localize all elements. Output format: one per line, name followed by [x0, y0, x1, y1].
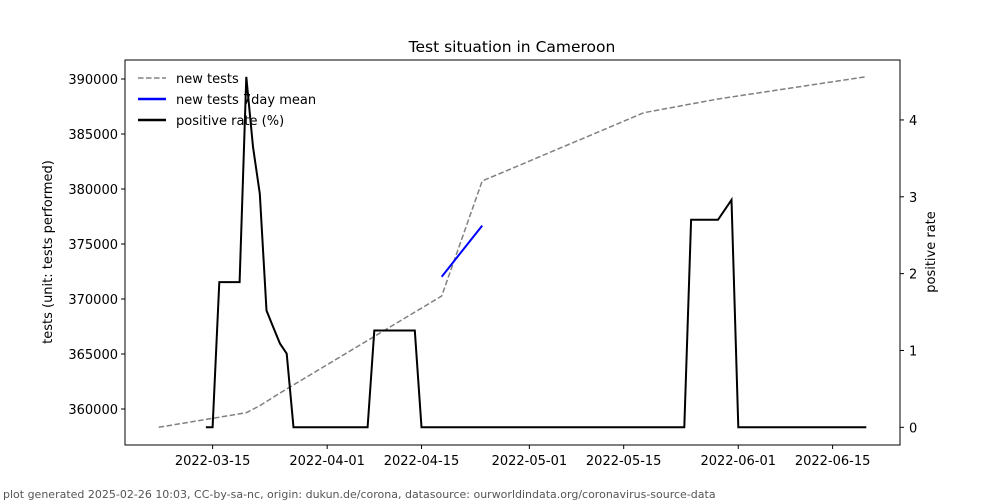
x-tick-label: 2022-03-15: [175, 454, 251, 469]
legend-label: positive rate (%): [176, 114, 284, 129]
y-tick-label: 385000: [68, 128, 118, 143]
legend-label: new tests 7day mean: [176, 93, 316, 108]
series-positive-rate: [205, 76, 867, 429]
y-axis-right: 0 1 2 3 4: [900, 114, 917, 436]
y-tick-label: 380000: [68, 183, 118, 198]
y-tick-label: 360000: [68, 403, 118, 418]
y-axis-left: 360000 365000 370000 375000 380000 385000 3900…: [68, 73, 125, 418]
plot-area: [158, 75, 867, 429]
y-tick-label: 365000: [68, 348, 118, 363]
y-tick-label: 390000: [68, 73, 118, 88]
x-tick-label: 2022-05-15: [586, 454, 662, 469]
axes-frame: [124, 59, 901, 446]
x-axis: 2022-03-15 2022-04-01 2022-04-15 2022-05-01…: [175, 445, 871, 469]
chart-title: Test situation in Cameroon: [408, 38, 616, 56]
y-right-tick-label: 1: [909, 344, 917, 359]
legend-label: new tests: [176, 72, 239, 87]
x-tick-label: 2022-06-15: [795, 454, 871, 469]
y-right-tick-label: 2: [909, 268, 917, 283]
y-right-tick-label: 0: [909, 421, 917, 436]
x-tick-label: 2022-04-15: [384, 454, 460, 469]
footer-credit: plot generated 2025-02-26 10:03, CC-by-s…: [3, 488, 716, 500]
series-new-tests-7day-mean: [440, 224, 483, 278]
x-tick-label: 2022-06-01: [700, 454, 776, 469]
series-new-tests: [158, 75, 867, 429]
x-tick-label: 2022-04-01: [289, 454, 365, 469]
y-tick-label: 370000: [68, 293, 118, 308]
y-axis-right-label: positive rate: [924, 211, 939, 293]
y-right-tick-label: 4: [909, 114, 917, 129]
y-right-tick-label: 3: [909, 191, 917, 206]
y-tick-label: 375000: [68, 238, 118, 253]
legend: new tests new tests 7day mean positive rat…: [138, 72, 316, 129]
y-axis-label: tests (unit: tests performed): [41, 160, 56, 344]
x-tick-label: 2022-05-01: [492, 454, 568, 469]
